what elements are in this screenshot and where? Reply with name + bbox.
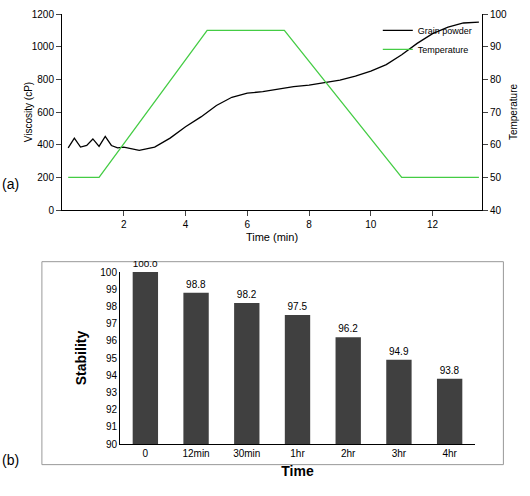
svg-text:12: 12: [427, 219, 439, 230]
svg-text:96.2: 96.2: [338, 323, 358, 334]
svg-text:Temperature: Temperature: [508, 83, 519, 140]
svg-text:0: 0: [143, 448, 149, 459]
svg-text:97: 97: [106, 318, 118, 329]
svg-text:50: 50: [490, 172, 502, 183]
svg-text:800: 800: [37, 74, 54, 85]
svg-text:100.0: 100.0: [133, 258, 158, 269]
svg-text:600: 600: [37, 107, 54, 118]
svg-text:100: 100: [100, 267, 117, 278]
svg-text:91: 91: [106, 421, 118, 432]
svg-text:98.2: 98.2: [237, 289, 257, 300]
svg-text:90: 90: [106, 439, 118, 450]
svg-text:90: 90: [490, 41, 502, 52]
svg-text:100: 100: [490, 9, 507, 20]
svg-text:4: 4: [183, 219, 189, 230]
svg-text:92: 92: [106, 404, 118, 415]
svg-text:6: 6: [245, 219, 251, 230]
svg-text:3hr: 3hr: [392, 448, 407, 459]
svg-text:98.8: 98.8: [186, 279, 206, 290]
svg-text:1000: 1000: [32, 41, 55, 52]
svg-text:1200: 1200: [32, 9, 55, 20]
svg-text:93.8: 93.8: [440, 365, 460, 376]
svg-text:98: 98: [106, 301, 118, 312]
svg-text:95: 95: [106, 353, 118, 364]
svg-text:60: 60: [490, 139, 502, 150]
svg-text:Grain powder: Grain powder: [418, 26, 472, 36]
svg-text:4hr: 4hr: [442, 448, 457, 459]
svg-text:400: 400: [37, 139, 54, 150]
svg-text:30min: 30min: [233, 448, 260, 459]
svg-text:96: 96: [106, 335, 118, 346]
svg-text:10: 10: [365, 219, 377, 230]
svg-text:93: 93: [106, 387, 118, 398]
svg-text:Time (min): Time (min): [246, 231, 298, 243]
svg-text:Stability: Stability: [73, 331, 89, 386]
svg-text:Viscosity (cP): Viscosity (cP): [23, 82, 34, 142]
svg-text:80: 80: [490, 74, 502, 85]
svg-text:8: 8: [306, 219, 312, 230]
svg-text:94.9: 94.9: [389, 346, 409, 357]
svg-text:70: 70: [490, 107, 502, 118]
svg-text:2: 2: [121, 219, 127, 230]
svg-text:1hr: 1hr: [290, 448, 305, 459]
svg-text:40: 40: [490, 205, 502, 216]
svg-text:99: 99: [106, 284, 118, 295]
svg-text:97.5: 97.5: [288, 301, 308, 312]
svg-text:94: 94: [106, 370, 118, 381]
svg-text:200: 200: [37, 172, 54, 183]
svg-text:Temperature: Temperature: [418, 45, 469, 55]
html-text:(b): (b): [2, 452, 20, 468]
svg-text:12min: 12min: [182, 448, 209, 459]
svg-text:0: 0: [48, 205, 54, 216]
svg-text:2hr: 2hr: [341, 448, 356, 459]
html-text:(a): (a): [2, 176, 20, 192]
svg-text:Time: Time: [281, 463, 314, 479]
